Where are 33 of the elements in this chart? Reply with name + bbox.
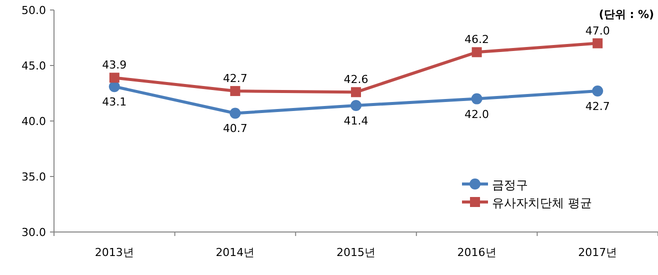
x-tick-label: 2014년 bbox=[216, 246, 255, 259]
data-label: 46.2 bbox=[464, 33, 490, 46]
legend-label: 금정구 bbox=[492, 178, 528, 192]
data-label: 42.7 bbox=[585, 100, 610, 114]
y-tick-label: 40.0 bbox=[22, 115, 46, 128]
y-tick-label: 35.0 bbox=[22, 170, 46, 184]
annotation: (단위 : %) bbox=[598, 8, 654, 21]
point bbox=[471, 93, 482, 104]
x-tick-label: 2015년 bbox=[336, 246, 376, 259]
point bbox=[108, 81, 120, 92]
data-label: 47.0 bbox=[585, 24, 610, 38]
data-label: 42.7 bbox=[222, 72, 248, 86]
point bbox=[351, 87, 361, 98]
point bbox=[472, 47, 482, 58]
y-tick-label: 50.0 bbox=[22, 4, 46, 17]
point bbox=[350, 100, 362, 111]
x-tick-label: 2017년 bbox=[578, 246, 618, 259]
data-label: 42.6 bbox=[344, 73, 368, 86]
point bbox=[109, 72, 120, 83]
data-label: 43.1 bbox=[102, 96, 127, 109]
data-label: 40.7 bbox=[222, 122, 248, 136]
data-label: 43.9 bbox=[102, 58, 127, 72]
data-label: 42.0 bbox=[464, 108, 490, 121]
point bbox=[230, 86, 240, 96]
y-tick-label: 45.0 bbox=[22, 60, 46, 72]
legend-label: 유사자치단체 평균 bbox=[492, 196, 592, 210]
x-tick-label: 2016년 bbox=[457, 246, 496, 259]
y-tick-label: 30.0 bbox=[22, 226, 46, 239]
point bbox=[592, 86, 604, 97]
x-tick-label: 2013년 bbox=[94, 246, 134, 259]
point bbox=[592, 38, 603, 48]
point bbox=[230, 108, 241, 119]
data-label: 41.4 bbox=[344, 114, 368, 128]
